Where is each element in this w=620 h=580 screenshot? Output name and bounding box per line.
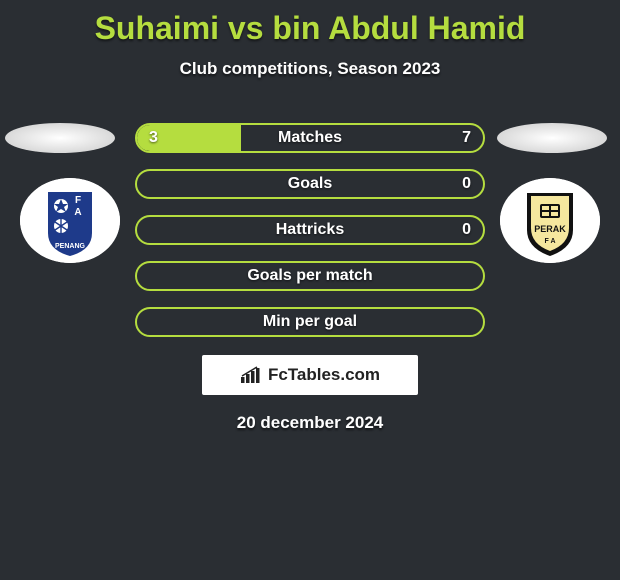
bar-label: Hattricks [137,217,483,243]
svg-text:PERAK: PERAK [534,224,566,234]
svg-text:F A: F A [544,238,555,245]
bar-value-right: 0 [462,217,471,243]
club-badge-left: F A PENANG [20,178,120,263]
bar-label: Matches [137,125,483,151]
bar-row: Min per goal [135,307,485,337]
bar-label: Goals [137,171,483,197]
page-subtitle: Club competitions, Season 2023 [0,59,620,79]
bar-row: Hattricks 0 [135,215,485,245]
bar-value-right: 0 [462,171,471,197]
comparison-bars: 3 Matches 7 Goals 0 Hattricks 0 Goals pe… [135,123,485,433]
bar-row: Goals per match [135,261,485,291]
bar-chart-icon [240,366,262,384]
bar-value-right: 7 [462,125,471,151]
club-badge-right: PERAK F A [500,178,600,263]
svg-text:F: F [75,195,81,206]
bar-label: Min per goal [137,309,483,335]
svg-text:A: A [74,207,81,218]
bar-row: Goals 0 [135,169,485,199]
footer-brand: FcTables.com [202,355,418,395]
footer-brand-text: FcTables.com [268,365,380,385]
bar-row: 3 Matches 7 [135,123,485,153]
date-text: 20 december 2024 [135,413,485,433]
page-title: Suhaimi vs bin Abdul Hamid [0,0,620,47]
bar-label: Goals per match [137,263,483,289]
player-left-avatar [5,123,115,153]
svg-text:PENANG: PENANG [55,243,86,250]
player-right-avatar [497,123,607,153]
